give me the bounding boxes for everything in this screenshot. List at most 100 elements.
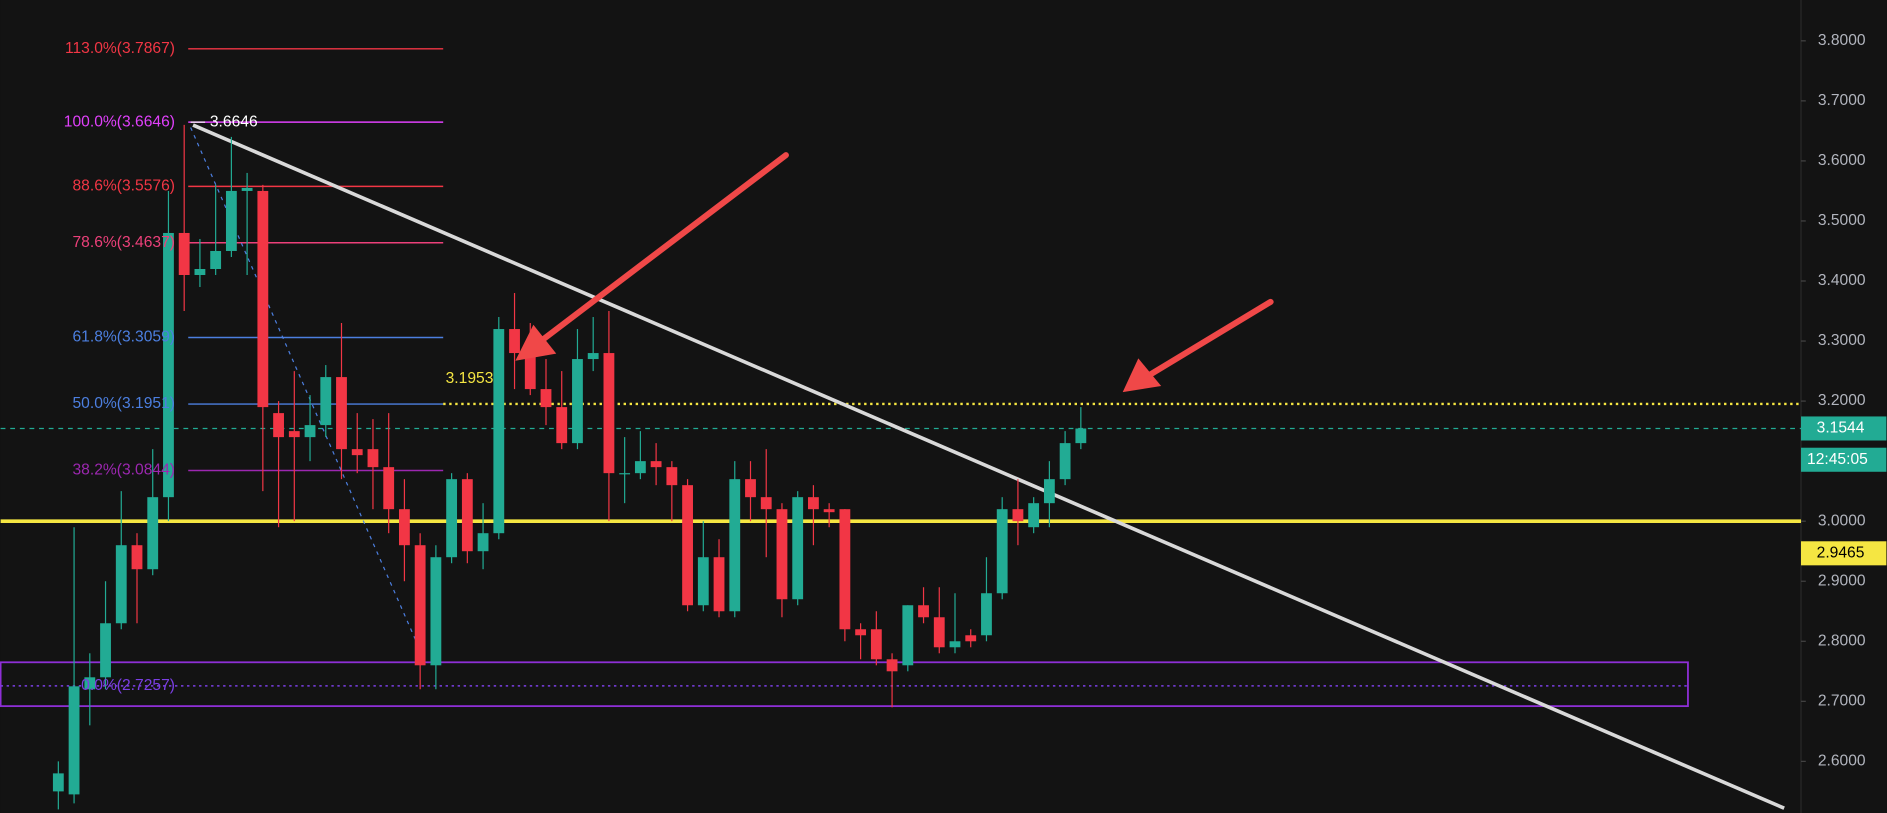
candle-body bbox=[634, 461, 646, 474]
candle-body bbox=[52, 773, 64, 792]
candle-body bbox=[855, 629, 867, 636]
candle-body bbox=[241, 187, 253, 191]
candle-body bbox=[351, 449, 363, 456]
candle-body bbox=[304, 425, 316, 438]
candle-body bbox=[823, 509, 835, 513]
candle-body bbox=[965, 635, 977, 642]
candle-body bbox=[399, 509, 410, 546]
candles bbox=[52, 124, 1087, 810]
candle-body bbox=[697, 557, 709, 606]
candle-body bbox=[163, 232, 174, 498]
candle-body bbox=[981, 593, 992, 636]
trend-line bbox=[192, 123, 1785, 810]
y-tick-label: 2.6000 bbox=[1818, 752, 1866, 769]
candle-body bbox=[996, 509, 1008, 594]
labels: 2.60002.70002.80002.90003.00003.10003.20… bbox=[64, 32, 1887, 769]
candle-body bbox=[808, 497, 819, 510]
candle-body bbox=[194, 268, 206, 276]
y-tick-label: 3.3000 bbox=[1818, 332, 1866, 349]
candle-body bbox=[886, 659, 898, 672]
candle-body bbox=[1012, 509, 1024, 522]
candle-body bbox=[1028, 503, 1040, 528]
candle-body bbox=[493, 329, 505, 534]
candle-body bbox=[225, 190, 237, 251]
countdown-box bbox=[1800, 447, 1887, 472]
fib-label: 78.6%(3.4637) bbox=[72, 234, 175, 251]
candle-body bbox=[540, 389, 552, 408]
candle-body bbox=[1059, 443, 1071, 480]
high-marker-label: 3.6646 bbox=[210, 113, 258, 130]
y-tick-label: 3.6000 bbox=[1818, 152, 1866, 169]
candle-body bbox=[949, 641, 961, 648]
candle-body bbox=[257, 190, 269, 408]
candle-body bbox=[666, 467, 678, 486]
candle-body bbox=[147, 497, 159, 570]
candle-body bbox=[839, 509, 851, 630]
candle-body bbox=[115, 545, 127, 624]
candle-body bbox=[461, 479, 473, 552]
y-tick-label: 3.7000 bbox=[1818, 92, 1866, 109]
candle-body bbox=[414, 545, 426, 666]
y-tick-label: 2.9000 bbox=[1818, 572, 1866, 589]
candle-body bbox=[760, 497, 772, 510]
zone-box bbox=[0, 661, 1689, 708]
y-tick-label: 3.0000 bbox=[1818, 512, 1866, 529]
candle-body bbox=[320, 377, 332, 426]
candle-body bbox=[84, 677, 96, 690]
arrow bbox=[1122, 298, 1274, 393]
y-tick-label: 3.5000 bbox=[1818, 212, 1866, 229]
fib-label: 0.0%(2.7257) bbox=[81, 677, 175, 694]
candle-body bbox=[713, 557, 725, 612]
support-box bbox=[1800, 541, 1887, 566]
candle-body bbox=[682, 485, 693, 606]
y-tick-label: 3.8000 bbox=[1818, 32, 1866, 49]
fib-label: 113.0%(3.7867) bbox=[65, 40, 175, 57]
candle-body bbox=[383, 467, 395, 510]
candle-body bbox=[902, 605, 914, 666]
candle-body bbox=[729, 479, 741, 612]
candle-body bbox=[210, 250, 222, 269]
fib-label: 88.6%(3.5576) bbox=[72, 178, 175, 195]
y-tick-label: 3.2000 bbox=[1818, 392, 1866, 409]
fib-label: 100.0%(3.6646) bbox=[64, 113, 175, 130]
candle-body bbox=[524, 353, 536, 390]
candle-body bbox=[336, 377, 347, 450]
candle-body bbox=[68, 686, 80, 795]
candle-body bbox=[1075, 428, 1087, 444]
candle-body bbox=[619, 473, 631, 475]
candle-body bbox=[870, 629, 882, 660]
candle-body bbox=[430, 557, 442, 666]
y-tick-label: 3.4000 bbox=[1818, 272, 1866, 289]
candle-body bbox=[509, 329, 520, 354]
candle-body bbox=[273, 413, 284, 438]
y-tick-label: 2.7000 bbox=[1818, 692, 1866, 709]
fib-label: 61.8%(3.3059) bbox=[72, 329, 175, 346]
candle-body bbox=[776, 509, 788, 600]
last-price-box bbox=[1800, 416, 1887, 441]
candle-body bbox=[131, 545, 143, 570]
countdown-label: 12:45:05 bbox=[1807, 451, 1868, 468]
overlays bbox=[0, 40, 1806, 762]
fib-label: 38.2%(3.0844) bbox=[72, 462, 175, 479]
support-label: 2.9465 bbox=[1817, 544, 1865, 561]
resistance-label: 3.1953 bbox=[446, 370, 494, 387]
candle-body bbox=[745, 479, 756, 498]
candle-body bbox=[650, 461, 662, 468]
y-tick-label: 2.8000 bbox=[1818, 632, 1866, 649]
candle-body bbox=[1043, 479, 1055, 504]
candle-body bbox=[918, 605, 929, 618]
candle-body bbox=[556, 407, 568, 444]
candle-body bbox=[178, 232, 190, 276]
candle-body bbox=[367, 449, 379, 468]
candle-body bbox=[572, 359, 583, 444]
last-price-label: 3.1544 bbox=[1817, 420, 1865, 437]
fib-label: 50.0%(3.1951) bbox=[72, 395, 175, 412]
candle-body bbox=[100, 623, 111, 678]
candle-body bbox=[288, 431, 300, 438]
candle-body bbox=[792, 497, 804, 600]
arrow bbox=[515, 152, 789, 361]
candle-body bbox=[587, 353, 599, 360]
